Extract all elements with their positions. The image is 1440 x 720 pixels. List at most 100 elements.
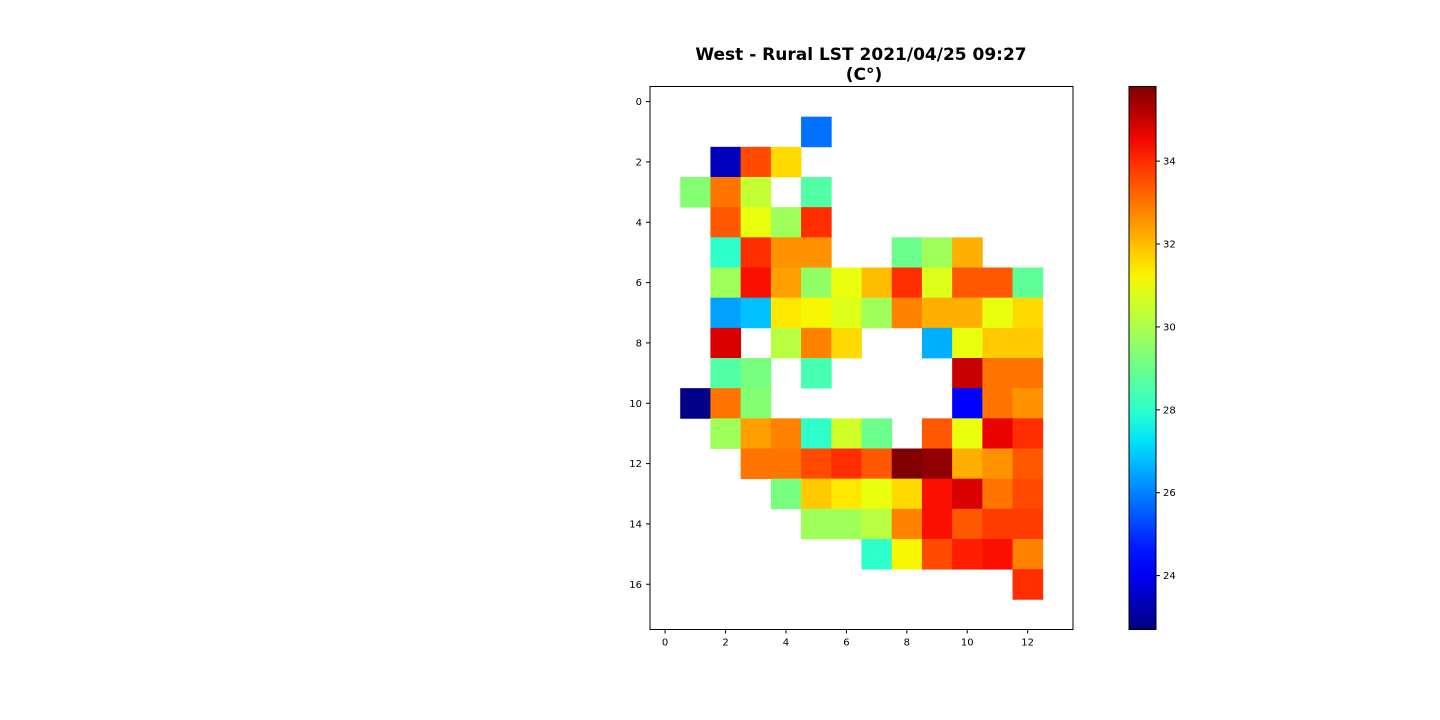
heatmap-cell xyxy=(982,418,1013,449)
heatmap-cell xyxy=(801,478,832,510)
heatmap-cell xyxy=(952,297,983,329)
x-tick-label: 10 xyxy=(961,638,974,649)
heatmap-cell xyxy=(982,478,1013,510)
heatmap-cell xyxy=(1012,418,1044,449)
colorbar-tick-label: 26 xyxy=(1163,488,1176,499)
heatmap-cell xyxy=(801,448,832,480)
colorbar-tick-label: 28 xyxy=(1163,405,1176,416)
heatmap-cell xyxy=(982,539,1013,570)
colorbar-tick-label: 32 xyxy=(1163,240,1176,251)
y-tick-label: 10 xyxy=(629,399,642,410)
heatmap-cell xyxy=(982,358,1013,389)
heatmap-cell xyxy=(1012,508,1044,540)
plot-frame xyxy=(649,86,1074,630)
heatmap-cell xyxy=(982,388,1013,419)
heatmap-cell xyxy=(952,478,983,510)
heatmap-cell xyxy=(952,508,983,540)
heatmap-cell xyxy=(770,418,802,449)
heatmap-cell xyxy=(831,508,862,540)
y-tick-label: 8 xyxy=(636,338,642,349)
heatmap-cell xyxy=(1012,448,1044,480)
heatmap-cell xyxy=(710,297,742,329)
colorbar-tick-label: 30 xyxy=(1163,322,1176,333)
heatmap-cell xyxy=(831,448,862,480)
y-tick-label: 2 xyxy=(636,157,642,168)
colorbar-ticks: 24 26 28 30 32 34 xyxy=(1156,157,1176,582)
heatmap-cell xyxy=(801,267,832,299)
heatmap-cell xyxy=(770,327,802,359)
heatmap-cell xyxy=(801,207,832,238)
heatmap-cell xyxy=(801,327,832,359)
y-tick-label: 14 xyxy=(629,519,642,530)
heatmap-cell xyxy=(770,237,802,268)
heatmap-cell xyxy=(891,478,923,510)
heatmap-cell xyxy=(740,297,772,329)
x-tick-label: 6 xyxy=(843,638,849,649)
heatmap-cell xyxy=(891,508,923,540)
heatmap-cell xyxy=(921,539,953,570)
heatmap-cell xyxy=(1012,478,1044,510)
heatmap-cell xyxy=(801,508,832,540)
heatmap-cell xyxy=(921,448,953,480)
y-tick-label: 16 xyxy=(629,580,642,591)
heatmap-cell xyxy=(831,418,862,449)
heatmap-cell xyxy=(710,237,742,268)
heatmap-cells xyxy=(680,116,1044,600)
heatmap-cell xyxy=(1012,267,1044,299)
heatmap-cell xyxy=(952,448,983,480)
heatmap-cell xyxy=(861,448,893,480)
heatmap-cell xyxy=(740,358,772,389)
heatmap-cell xyxy=(740,207,772,238)
heatmap-cell xyxy=(921,237,953,268)
y-tick-label: 0 xyxy=(636,97,642,108)
heatmap-cell xyxy=(740,448,772,480)
heatmap-cell xyxy=(740,388,772,419)
heatmap-cell xyxy=(891,448,923,480)
heatmap-cell xyxy=(982,267,1013,299)
heatmap-cell xyxy=(921,478,953,510)
heatmap-cell xyxy=(921,297,953,329)
y-tick-label: 12 xyxy=(629,459,642,470)
heatmap-cell xyxy=(921,418,953,449)
heatmap-cell xyxy=(952,237,983,268)
heatmap-cell xyxy=(831,297,862,329)
heatmap-cell xyxy=(770,448,802,480)
colorbar-tick-label: 24 xyxy=(1163,571,1176,582)
heatmap-cell xyxy=(861,478,893,510)
x-tick-label: 2 xyxy=(722,638,728,649)
heatmap-cell xyxy=(740,267,772,299)
y-tick-label: 6 xyxy=(636,278,642,289)
heatmap-cell xyxy=(921,508,953,540)
heatmap-cell xyxy=(801,177,832,208)
heatmap-cell xyxy=(740,418,772,449)
heatmap-cell xyxy=(952,418,983,449)
heatmap-cell xyxy=(710,358,742,389)
chart-title-line2: (C°) xyxy=(846,65,883,85)
heatmap-cell xyxy=(982,297,1013,329)
heatmap-cell xyxy=(1012,297,1044,329)
heatmap-cell xyxy=(770,478,802,510)
x-tick-label: 0 xyxy=(662,638,668,649)
heatmap-cell xyxy=(952,327,983,359)
heatmap-cell xyxy=(891,539,923,570)
heatmap-cell xyxy=(710,267,742,299)
heatmap-cell xyxy=(801,358,832,389)
heatmap-cell xyxy=(861,508,893,540)
heatmap-cell xyxy=(801,418,832,449)
heatmap-cell xyxy=(921,327,953,359)
heatmap-cell xyxy=(770,146,802,178)
heatmap-cell xyxy=(952,267,983,299)
heatmap-cell xyxy=(861,297,893,329)
heatmap-cell xyxy=(831,478,862,510)
heatmap-cell xyxy=(710,207,742,238)
x-tick-label: 12 xyxy=(1021,638,1034,649)
heatmap-cell xyxy=(831,327,862,359)
colorbar-tick-label: 34 xyxy=(1163,157,1176,168)
heatmap-cell xyxy=(891,237,923,268)
heatmap-cell xyxy=(1012,539,1044,570)
heatmap-cell xyxy=(1012,569,1044,600)
heatmap-cell xyxy=(740,146,772,178)
heatmap-cell xyxy=(680,388,711,419)
heatmap-cell xyxy=(891,267,923,299)
